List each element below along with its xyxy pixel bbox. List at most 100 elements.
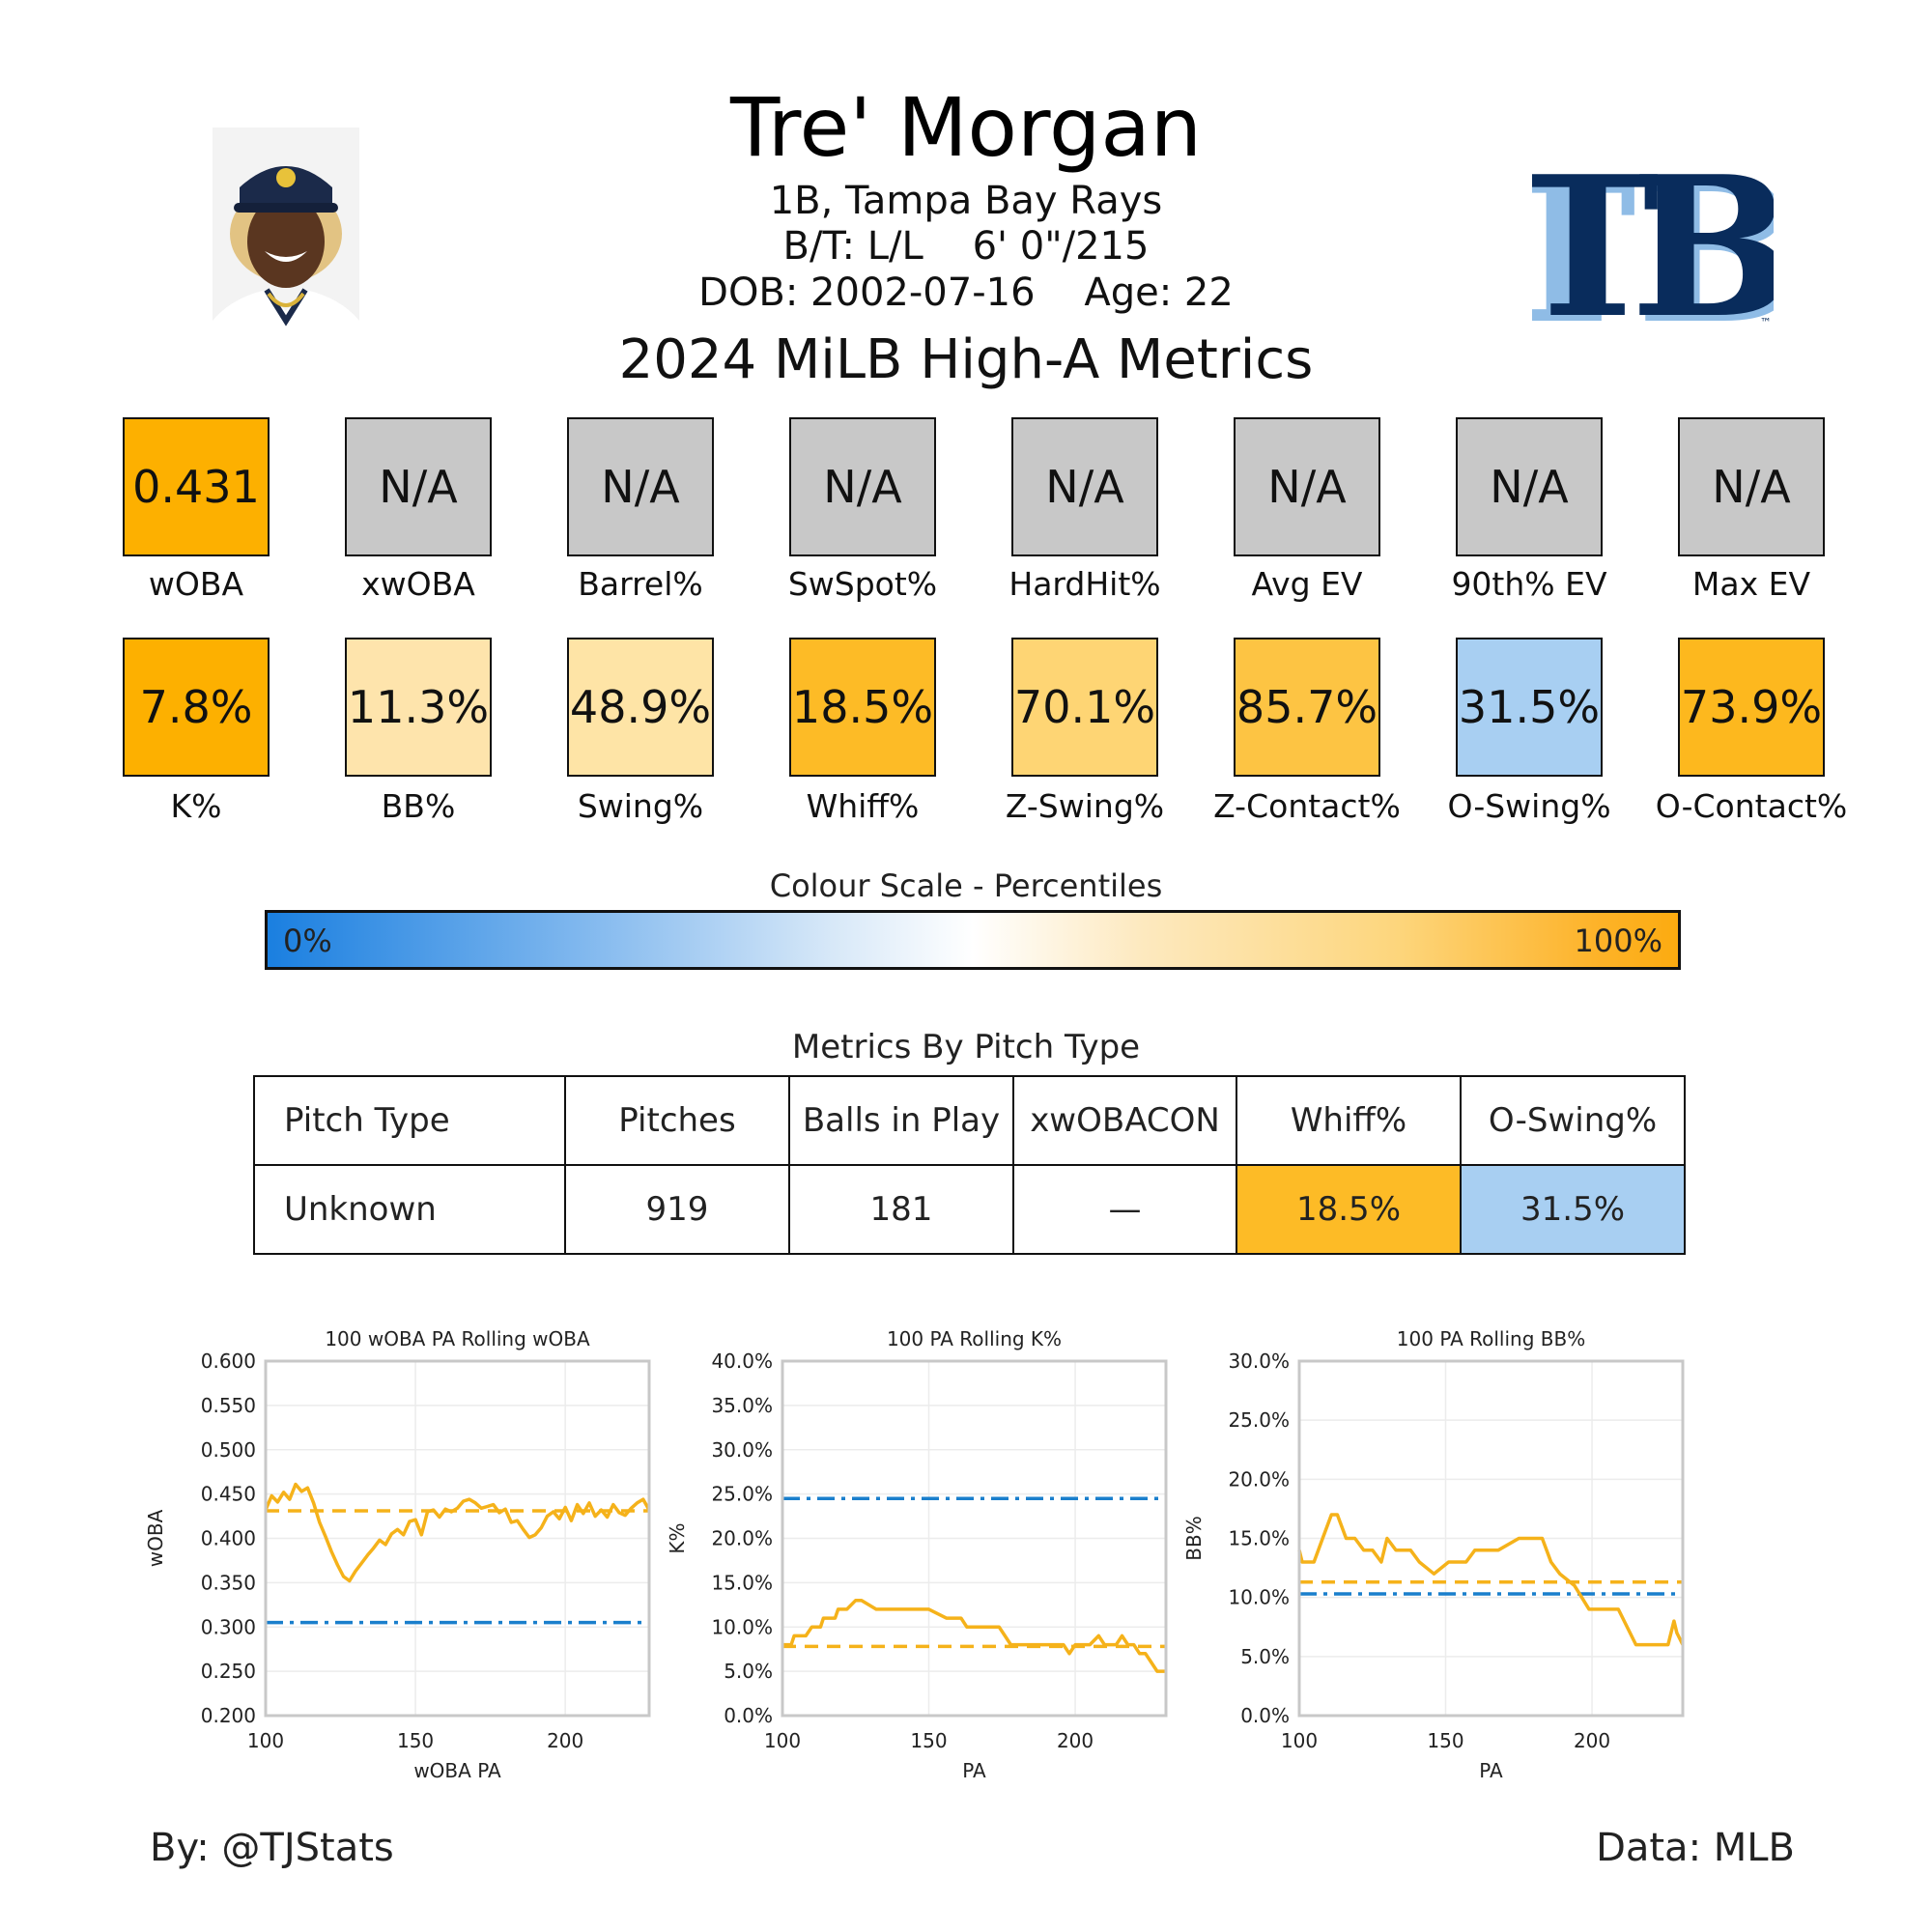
y-tick-label: 15.0% [711, 1571, 773, 1594]
y-axis-label: wOBA [144, 1509, 167, 1567]
table-cell: 18.5% [1236, 1164, 1462, 1255]
metric-label: O-Swing% [1447, 787, 1611, 825]
y-tick-label: 15.0% [1228, 1527, 1290, 1550]
author-credit: By: @TJStats [150, 1826, 394, 1870]
x-tick-label: 150 [1427, 1729, 1463, 1752]
y-axis-label: BB% [1182, 1516, 1206, 1560]
metric-tile-swing-: 48.9% [567, 638, 714, 777]
data-source-credit: Data: MLB [1596, 1826, 1795, 1870]
player-bats-throws-size: B/T: L/L 6' 0"/215 [782, 224, 1150, 269]
y-tick-label: 0.0% [1240, 1704, 1290, 1727]
y-tick-label: 30.0% [711, 1438, 773, 1462]
metric-tile-xwoba: N/A [345, 417, 492, 556]
metric-tile-hardhit-: N/A [1011, 417, 1158, 556]
x-axis-label: PA [962, 1759, 986, 1782]
y-tick-label: 5.0% [1240, 1645, 1290, 1668]
metric-label: K% [170, 787, 222, 825]
chart-title: 100 PA Rolling BB% [1397, 1327, 1585, 1350]
x-tick-label: 200 [1057, 1729, 1094, 1752]
table-header-cell: Whiff% [1236, 1075, 1462, 1166]
x-axis-label: PA [1479, 1759, 1503, 1782]
y-tick-label: 0.300 [201, 1615, 256, 1638]
y-tick-label: 20.0% [711, 1527, 773, 1550]
metric-tile-swspot-: N/A [789, 417, 936, 556]
metric-tile-o-contact-: 73.9% [1678, 638, 1825, 777]
table-header-cell: Pitches [564, 1075, 790, 1166]
table-cell: — [1012, 1164, 1237, 1255]
chart-title: 100 wOBA PA Rolling wOBA [325, 1327, 590, 1350]
table-header-cell: O-Swing% [1460, 1075, 1686, 1166]
metric-tile-z-swing-: 70.1% [1011, 638, 1158, 777]
x-tick-label: 200 [547, 1729, 583, 1752]
metric-tile-o-swing-: 31.5% [1456, 638, 1603, 777]
metric-tile-barrel-: N/A [567, 417, 714, 556]
plot-frame [1297, 1359, 1685, 1718]
rolling-series-line [264, 1482, 651, 1583]
metric-tile-90th-ev: N/A [1456, 417, 1603, 556]
metric-label: Z-Swing% [1005, 787, 1165, 825]
metric-tile-avg-ev: N/A [1234, 417, 1380, 556]
table-cell: 31.5% [1460, 1164, 1686, 1255]
player-dob-age: DOB: 2002-07-16 Age: 22 [698, 270, 1234, 315]
team-logo-letters: TB [1532, 134, 1774, 344]
y-tick-label: 10.0% [1228, 1586, 1290, 1609]
rolling-series-line [1297, 1513, 1685, 1647]
plot-frame [264, 1359, 651, 1718]
rolling-k-pct-chart: 100 PA Rolling K% 100 150 200 0.0% 5.0% 10.0% 1… [652, 1314, 1174, 1797]
colour-scale-min-label: 0% [283, 923, 332, 959]
colour-scale-bar: 0% 100% [265, 910, 1681, 970]
metric-label: Z-Contact% [1213, 787, 1401, 825]
y-tick-label: 0.400 [201, 1527, 256, 1550]
metric-tile-k-: 7.8% [123, 638, 270, 777]
rolling-bb-pct-chart: 100 PA Rolling BB% 100 150 200 0.0% 5.0% 10.0%… [1169, 1314, 1690, 1797]
metric-label: wOBA [148, 565, 244, 603]
y-tick-label: 20.0% [1228, 1467, 1290, 1491]
metric-tile-woba: 0.431 [123, 417, 270, 556]
table-header-cell: Pitch Type [253, 1075, 566, 1166]
metric-tile-max-ev: N/A [1678, 417, 1825, 556]
player-position-team: 1B, Tampa Bay Rays [769, 179, 1163, 223]
table-cell: 181 [788, 1164, 1014, 1255]
metric-label: Barrel% [578, 565, 703, 603]
table-cell: Unknown [253, 1164, 566, 1255]
trademark-mark: ™ [1760, 316, 1772, 329]
y-tick-label: 0.350 [201, 1571, 256, 1594]
x-tick-label: 150 [910, 1729, 947, 1752]
pitch-table-title: Metrics By Pitch Type [791, 1028, 1141, 1066]
x-tick-label: 150 [397, 1729, 434, 1752]
x-tick-label: 100 [1281, 1729, 1318, 1752]
metric-tile-bb-: 11.3% [345, 638, 492, 777]
y-tick-label: 0.0% [724, 1704, 773, 1727]
metric-label: 90th% EV [1451, 565, 1607, 603]
table-header-row: Pitch Type Pitches Balls in Play xwOBACON Wh… [253, 1075, 1686, 1166]
y-tick-label: 25.0% [711, 1483, 773, 1506]
metric-label: Swing% [577, 787, 704, 825]
metric-label: xwOBA [361, 565, 475, 603]
x-tick-label: 200 [1574, 1729, 1610, 1752]
chart-title: 100 PA Rolling K% [887, 1327, 1062, 1350]
table-row: Unknown 919 181—18.5% 31.5% [253, 1164, 1686, 1255]
y-tick-label: 0.450 [201, 1483, 256, 1506]
metric-tile-z-contact-: 85.7% [1234, 638, 1380, 777]
y-axis-label: K% [666, 1522, 689, 1553]
y-tick-label: 25.0% [1228, 1408, 1290, 1432]
page-subtitle: 2024 MiLB High-A Metrics [618, 328, 1314, 391]
x-axis-label: wOBA PA [413, 1759, 501, 1782]
y-tick-label: 0.500 [201, 1438, 256, 1462]
player-headshot [213, 128, 359, 348]
metric-label: SwSpot% [787, 565, 938, 603]
x-tick-label: 100 [247, 1729, 284, 1752]
metric-tile-whiff-: 18.5% [789, 638, 936, 777]
metric-label: HardHit% [1009, 565, 1161, 603]
y-tick-label: 0.550 [201, 1394, 256, 1417]
x-tick-label: 100 [764, 1729, 801, 1752]
y-tick-label: 40.0% [711, 1350, 773, 1373]
plot-frame [781, 1359, 1168, 1718]
player-name: Tre' Morgan [729, 80, 1203, 175]
team-logo-shadow: TB [1532, 140, 1774, 344]
y-tick-label: 0.600 [201, 1350, 256, 1373]
metric-label: O-Contact% [1655, 787, 1848, 825]
y-tick-label: 0.200 [201, 1704, 256, 1727]
table-header-cell: Balls in Play [788, 1075, 1014, 1166]
table-cell: 919 [564, 1164, 790, 1255]
